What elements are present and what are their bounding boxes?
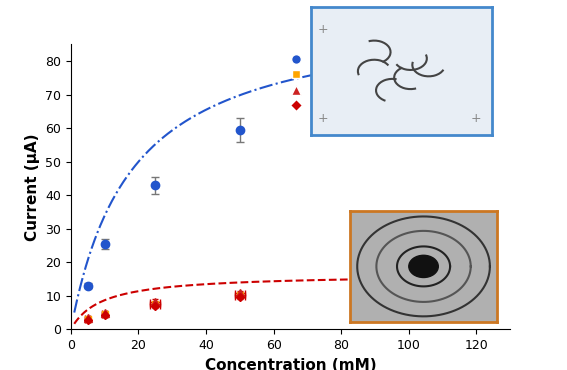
Legend: Sum of platform currents, Average sensor current platform#, Average sensor curre: Sum of platform currents, Average sensor… — [282, 50, 488, 115]
Text: +: + — [318, 23, 329, 36]
Y-axis label: Current (μA): Current (μA) — [24, 133, 40, 240]
X-axis label: Concentration (mM): Concentration (mM) — [205, 357, 376, 370]
Circle shape — [409, 255, 438, 278]
Text: +: + — [471, 112, 481, 125]
Text: +: + — [318, 112, 329, 125]
